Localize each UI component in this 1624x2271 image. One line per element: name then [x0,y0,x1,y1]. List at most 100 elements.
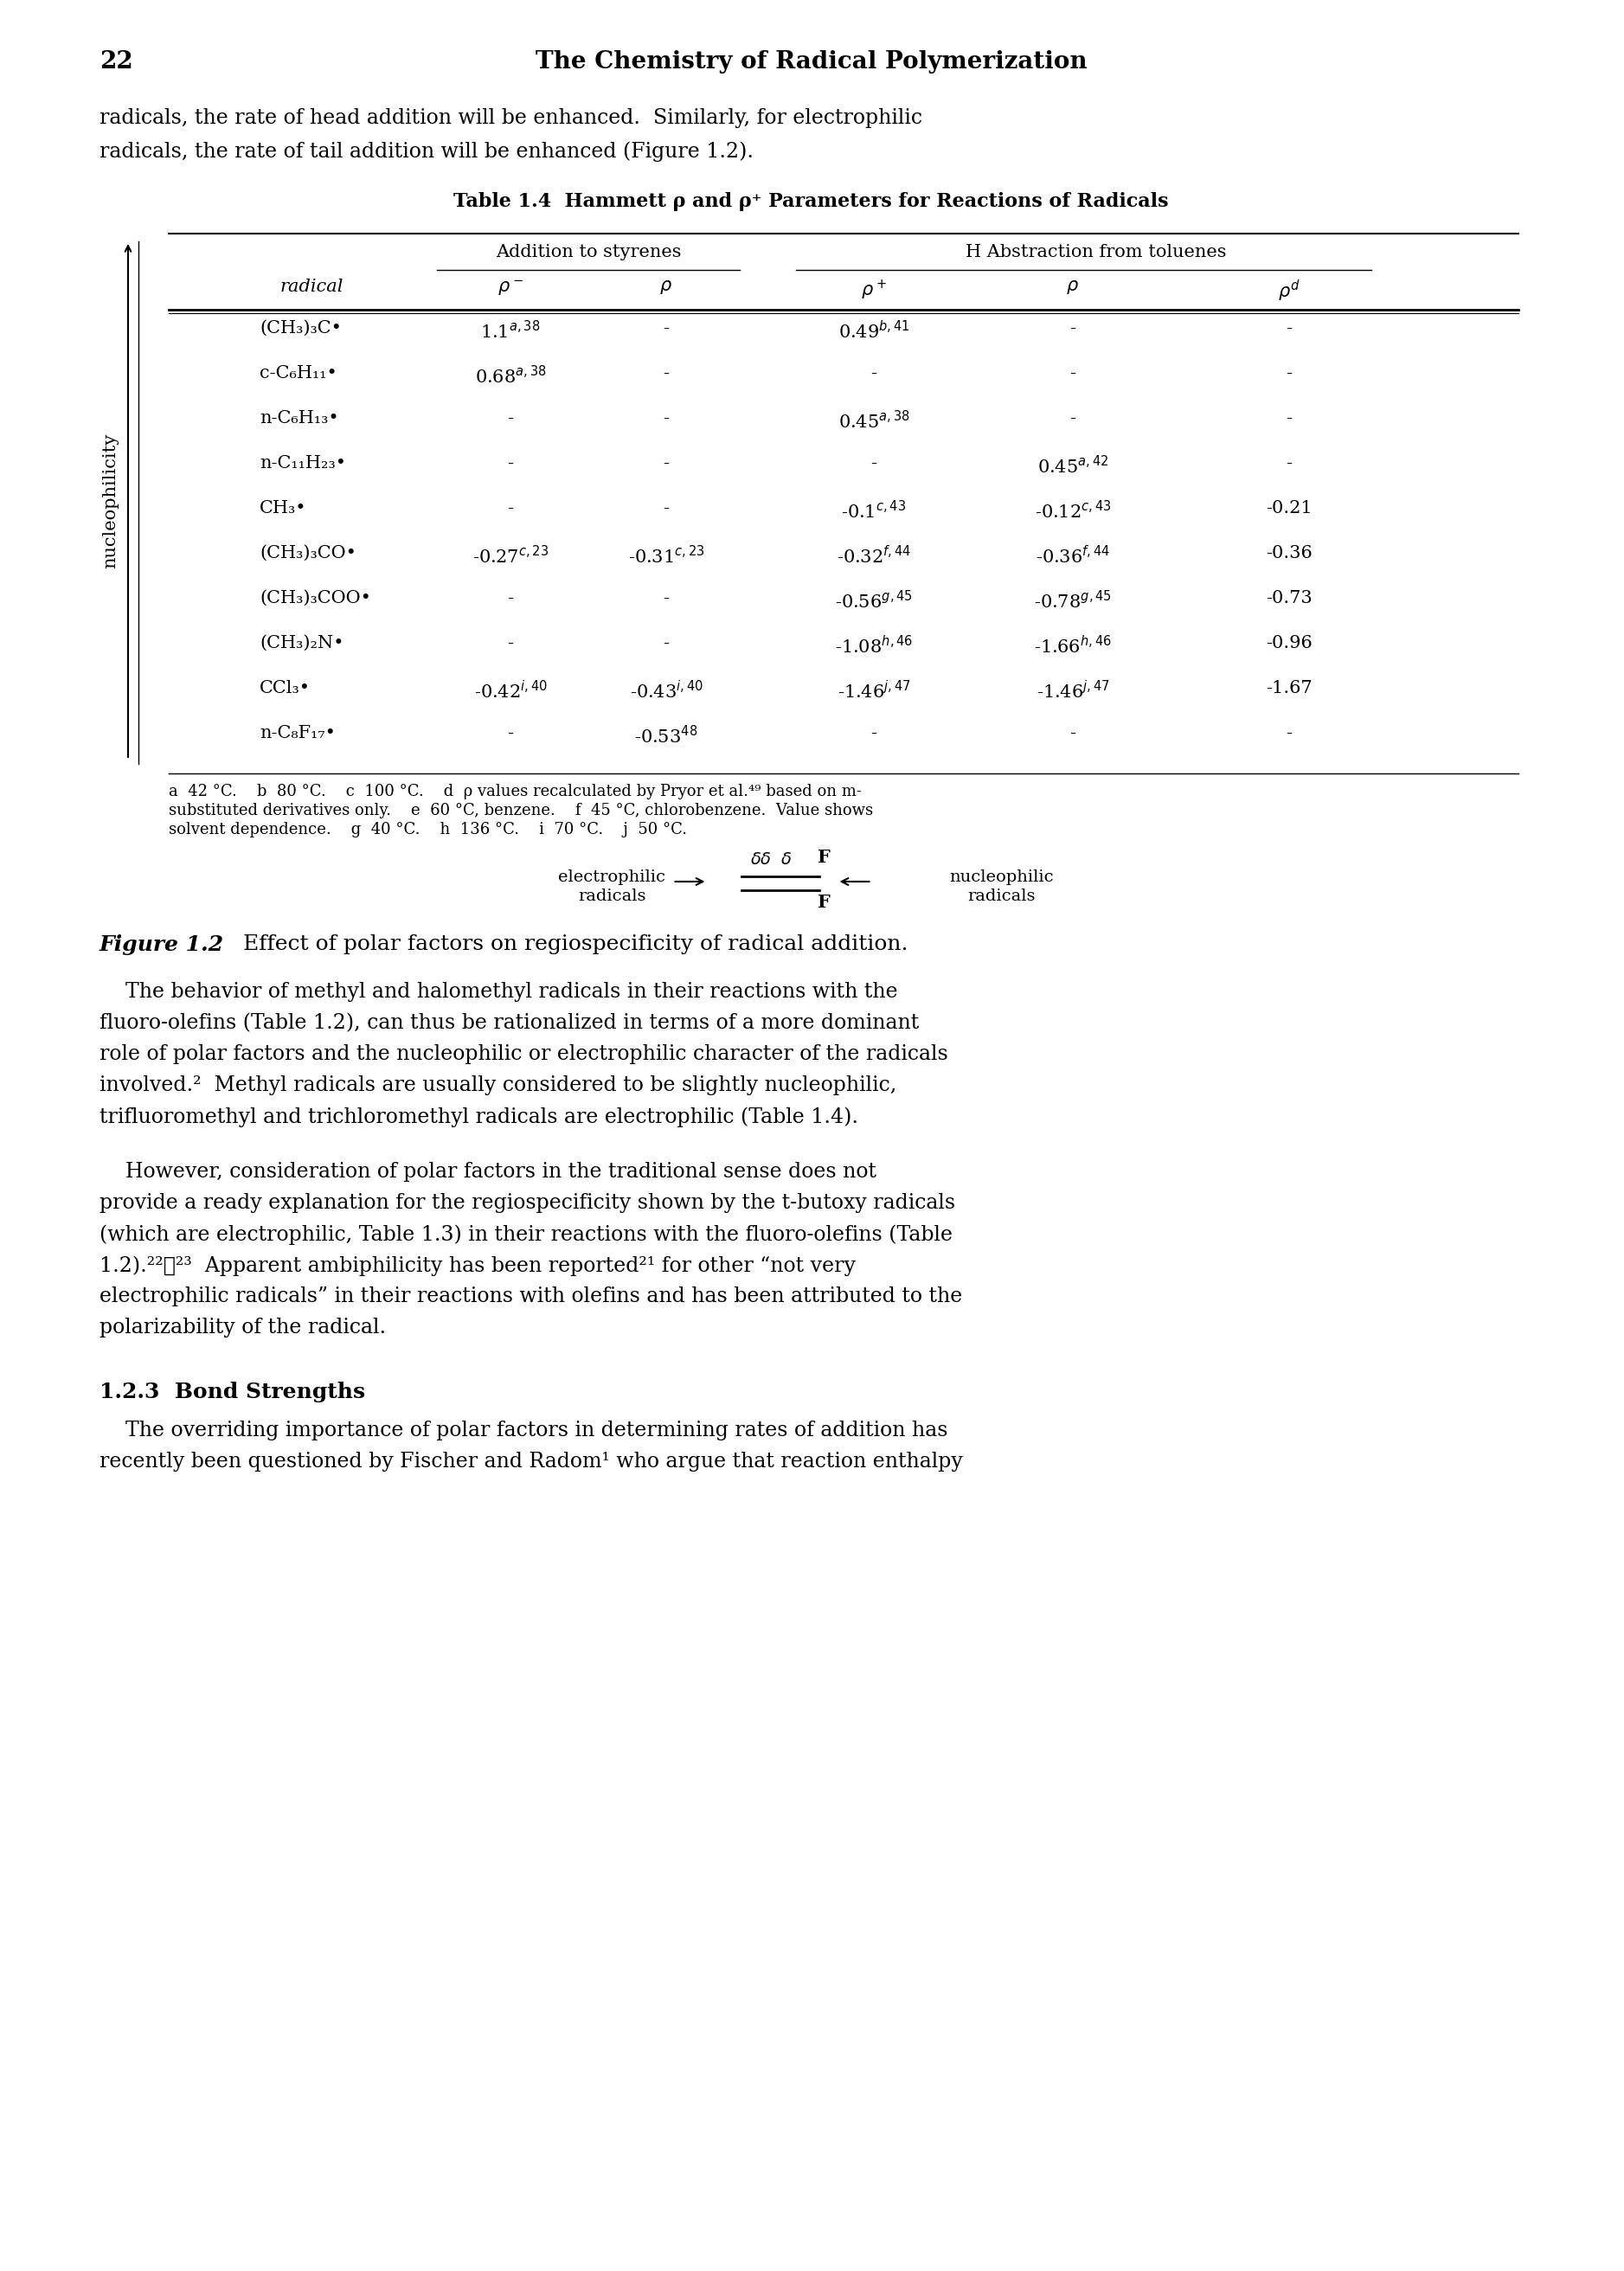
Text: trifluoromethyl and trichloromethyl radicals are electrophilic (Table 1.4).: trifluoromethyl and trichloromethyl radi… [99,1106,859,1126]
Text: -1.46$^{j,47}$: -1.46$^{j,47}$ [1036,679,1109,702]
Text: 0.45$^{a,38}$: 0.45$^{a,38}$ [838,411,909,431]
Text: -0.1$^{c,43}$: -0.1$^{c,43}$ [841,500,906,522]
Text: -: - [870,454,877,472]
Text: (CH₃)₃CO•: (CH₃)₃CO• [260,545,356,561]
Text: $\rho^d$: $\rho^d$ [1278,279,1301,304]
Text: F: F [818,849,831,865]
Text: -: - [663,366,669,382]
Text: provide a ready explanation for the regiospecificity shown by the t-butoxy radic: provide a ready explanation for the regi… [99,1192,955,1213]
Text: -: - [663,590,669,606]
Text: -: - [507,590,513,606]
Text: -0.36: -0.36 [1267,545,1312,561]
Text: -0.12$^{c,43}$: -0.12$^{c,43}$ [1034,500,1111,522]
Text: (CH₃)₃C•: (CH₃)₃C• [260,320,341,336]
Text: $\delta$: $\delta$ [781,852,793,868]
Text: -: - [870,366,877,382]
Text: -0.36$^{f,44}$: -0.36$^{f,44}$ [1036,545,1111,568]
Text: $\rho^-$: $\rho^-$ [497,279,523,298]
Text: substituted derivatives only.    e  60 °C, benzene.    f  45 °C, chlorobenzene. : substituted derivatives only. e 60 °C, b… [169,804,874,818]
Text: -1.46$^{j,47}$: -1.46$^{j,47}$ [838,679,911,702]
Text: radicals: radicals [578,888,646,904]
Text: role of polar factors and the nucleophilic or electrophilic character of the rad: role of polar factors and the nucleophil… [99,1045,948,1065]
Text: 22: 22 [99,50,133,73]
Text: n-C₈F₁₇•: n-C₈F₁₇• [260,724,336,740]
Text: CCl₃•: CCl₃• [260,679,310,697]
Text: -0.31$^{c,23}$: -0.31$^{c,23}$ [628,545,705,568]
Text: radical: radical [279,279,343,295]
Text: CH₃•: CH₃• [260,500,307,516]
Text: -0.21: -0.21 [1267,500,1312,516]
Text: -0.42$^{i,40}$: -0.42$^{i,40}$ [474,679,547,702]
Text: -1.67: -1.67 [1267,679,1312,697]
Text: Table 1.4  Hammett ρ and ρ⁺ Parameters for Reactions of Radicals: Table 1.4 Hammett ρ and ρ⁺ Parameters fo… [453,193,1169,211]
Text: -: - [1286,724,1293,740]
Text: Addition to styrenes: Addition to styrenes [495,243,680,261]
Text: electrophilic: electrophilic [559,870,666,886]
Text: 0.68$^{a,38}$: 0.68$^{a,38}$ [474,366,546,386]
Text: -: - [663,454,669,472]
Text: -: - [507,636,513,652]
Text: 1.1$^{a,38}$: 1.1$^{a,38}$ [481,320,541,343]
Text: (CH₃)₃COO•: (CH₃)₃COO• [260,590,370,606]
Text: -: - [507,411,513,427]
Text: (which are electrophilic, Table 1.3) in their reactions with the fluoro-olefins : (which are electrophilic, Table 1.3) in … [99,1224,953,1245]
Text: H Abstraction from toluenes: H Abstraction from toluenes [966,243,1226,261]
Text: The Chemistry of Radical Polymerization: The Chemistry of Radical Polymerization [536,50,1086,73]
Text: (CH₃)₂N•: (CH₃)₂N• [260,636,344,652]
Text: -: - [1070,320,1075,336]
Text: radicals: radicals [968,888,1036,904]
Text: However, consideration of polar factors in the traditional sense does not: However, consideration of polar factors … [99,1163,877,1181]
Text: radicals, the rate of tail addition will be enhanced (Figure 1.2).: radicals, the rate of tail addition will… [99,141,754,161]
Text: solvent dependence.    g  40 °C.    h  136 °C.    i  70 °C.    j  50 °C.: solvent dependence. g 40 °C. h 136 °C. i… [169,822,687,838]
Text: -1.66$^{h,46}$: -1.66$^{h,46}$ [1034,636,1112,656]
Text: -0.43$^{i,40}$: -0.43$^{i,40}$ [630,679,703,702]
Text: -1.08$^{h,46}$: -1.08$^{h,46}$ [835,636,913,656]
Text: -: - [1070,724,1075,740]
Text: -: - [663,500,669,516]
Text: nucleophilic: nucleophilic [950,870,1054,886]
Text: -: - [1286,411,1293,427]
Text: -0.56$^{g,45}$: -0.56$^{g,45}$ [835,590,913,611]
Text: -: - [1286,320,1293,336]
Text: c-C₆H₁₁•: c-C₆H₁₁• [260,366,338,382]
Text: $\rho$: $\rho$ [659,279,672,295]
Text: -: - [1286,366,1293,382]
Text: involved.²  Methyl radicals are usually considered to be slightly nucleophilic,: involved.² Methyl radicals are usually c… [99,1076,896,1095]
Text: The overriding importance of polar factors in determining rates of addition has: The overriding importance of polar facto… [99,1422,948,1440]
Text: -: - [507,454,513,472]
Text: polarizability of the radical.: polarizability of the radical. [99,1317,387,1338]
Text: -0.27$^{c,23}$: -0.27$^{c,23}$ [473,545,549,568]
Text: a  42 °C.    b  80 °C.    c  100 °C.    d  ρ values recalculated by Pryor et al.: a 42 °C. b 80 °C. c 100 °C. d ρ values r… [169,783,862,799]
Text: -: - [507,724,513,740]
Text: $\rho^+$: $\rho^+$ [861,279,887,302]
Text: 0.49$^{b,41}$: 0.49$^{b,41}$ [838,320,909,343]
Text: nucleophilicity: nucleophilicity [102,434,119,568]
Text: -: - [1070,366,1075,382]
Text: recently been questioned by Fischer and Radom¹ who argue that reaction enthalpy: recently been questioned by Fischer and … [99,1451,963,1472]
Text: -0.96: -0.96 [1267,636,1312,652]
Text: -0.53$^{48}$: -0.53$^{48}$ [635,724,698,747]
Text: electrophilic radicals” in their reactions with olefins and has been attributed : electrophilic radicals” in their reactio… [99,1285,963,1306]
Text: n-C₆H₁₃•: n-C₆H₁₃• [260,411,339,427]
Text: -: - [663,411,669,427]
Text: 1.2.3  Bond Strengths: 1.2.3 Bond Strengths [99,1381,365,1403]
Text: -: - [1070,411,1075,427]
Text: -: - [663,636,669,652]
Text: $\delta\delta$: $\delta\delta$ [750,852,771,868]
Text: -: - [507,500,513,516]
Text: -: - [663,320,669,336]
Text: fluoro-olefins (Table 1.2), can thus be rationalized in terms of a more dominant: fluoro-olefins (Table 1.2), can thus be … [99,1013,919,1033]
Text: n-C₁₁H₂₃•: n-C₁₁H₂₃• [260,454,346,472]
Text: radicals, the rate of head addition will be enhanced.  Similarly, for electrophi: radicals, the rate of head addition will… [99,109,922,127]
Text: -0.73: -0.73 [1267,590,1312,606]
Text: Effect of polar factors on regiospecificity of radical addition.: Effect of polar factors on regiospecific… [229,933,908,954]
Text: -: - [870,724,877,740]
Text: $\rho$: $\rho$ [1067,279,1080,295]
Text: The behavior of methyl and halomethyl radicals in their reactions with the: The behavior of methyl and halomethyl ra… [99,981,898,1002]
Text: -0.78$^{g,45}$: -0.78$^{g,45}$ [1034,590,1112,611]
Text: F: F [818,895,831,911]
Text: 0.45$^{a,42}$: 0.45$^{a,42}$ [1038,454,1109,477]
Text: -0.32$^{f,44}$: -0.32$^{f,44}$ [836,545,911,568]
Text: 1.2).²²ⰻ²³  Apparent ambiphilicity has been reported²¹ for other “not very: 1.2).²²ⰻ²³ Apparent ambiphilicity has be… [99,1256,856,1276]
Text: -: - [1286,454,1293,472]
